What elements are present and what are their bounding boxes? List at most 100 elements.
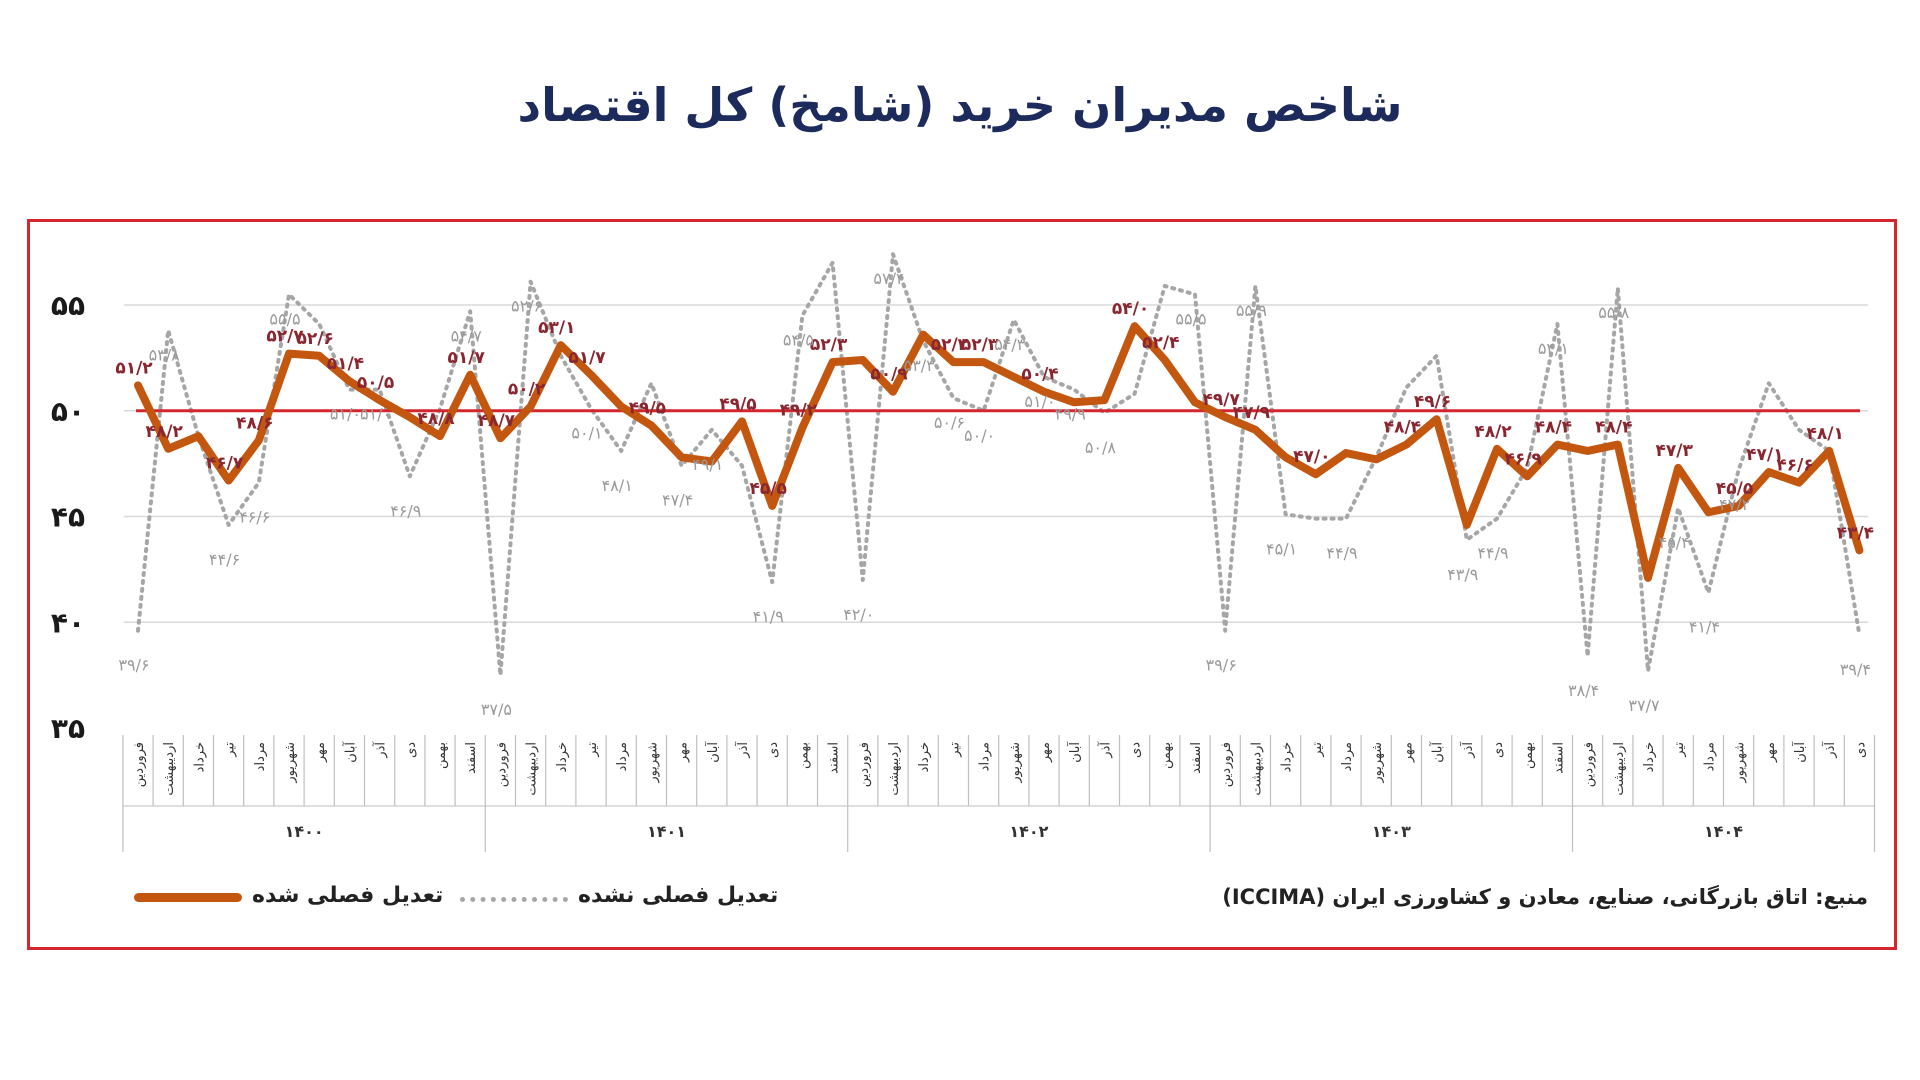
legend-nsa-label: تعدیل فصلی نشده (578, 883, 779, 908)
x-month-label: اسفند (1189, 742, 1204, 774)
x-month-label: مرداد (1702, 742, 1717, 771)
y-tick-label: ۴۵ (51, 501, 85, 534)
x-month-label: آبان (704, 741, 721, 763)
sa-data-label: ۵۲/۳ (810, 335, 848, 355)
sa-data-label: ۴۷/۱ (1746, 445, 1783, 465)
x-year-label: ۱۴۰۰ (285, 822, 324, 841)
nsa-data-label: ۴۴/۹ (1477, 544, 1508, 563)
x-month-label: فروردین (1582, 742, 1597, 787)
x-month-label: آبان (1429, 741, 1446, 763)
data-labels: ۵۱/۲۴۸/۲۴۶/۷۴۸/۶۵۲/۷۵۲/۶۵۱/۴۵۰/۵۴۸/۸۵۱/۷… (115, 269, 1874, 719)
sa-data-label: ۴۸/۴ (1595, 418, 1632, 438)
sa-data-label: ۴۸/۶ (236, 413, 273, 433)
sa-data-label: ۴۷/۳ (1656, 441, 1694, 461)
x-month-label: آذر (734, 741, 751, 759)
x-month-label: تیر (223, 742, 238, 758)
x-month-label: تیر (1672, 742, 1687, 758)
x-month-label: آبان (341, 741, 358, 763)
nsa-data-label: ۵۴/۱ (1538, 339, 1569, 358)
sa-data-label: ۴۷/۹ (1233, 403, 1271, 423)
y-tick-label: ۴۰ (51, 606, 85, 639)
x-month-label: خرداد (1280, 742, 1295, 772)
nsa-data-label: ۵۵/۹ (1236, 301, 1267, 320)
page-title: شاخص مدیران خرید (شامخ) کل اقتصاد (517, 78, 1403, 132)
x-month-label: تیر (585, 742, 600, 758)
x-month-label: خرداد (1642, 742, 1657, 772)
sa-data-label: ۵۰/۵ (357, 373, 394, 393)
x-month-label: بهمن (1521, 742, 1536, 769)
sa-data-label: ۵۲/۴ (1142, 333, 1179, 353)
nsa-data-label: ۴۱/۹ (753, 607, 784, 626)
x-month-label: شهریور (1008, 742, 1023, 784)
nsa-data-label: ۴۶/۹ (390, 501, 421, 520)
nsa-data-label: ۵۴/۷ (451, 326, 483, 345)
x-month-label: فروردین (494, 742, 509, 787)
nsa-series (136, 252, 1862, 678)
nsa-data-label: ۵۰/۱ (571, 424, 602, 443)
nsa-data-label: ۵۲/۶ (511, 297, 542, 316)
x-month-label: فروردین (132, 742, 147, 787)
nsa-data-label: ۴۴/۹ (1326, 544, 1357, 563)
x-month-label: بهمن (434, 742, 449, 769)
sa-data-label: ۵۲/۶ (297, 329, 334, 349)
x-month-label: اردیبهشت (525, 742, 540, 796)
sa-data-label: ۴۷/۰ (1293, 447, 1330, 467)
sa-data-label: ۴۹/۶ (1414, 392, 1451, 412)
x-month-label: فروردین (857, 742, 872, 787)
sa-data-label: ۴۵/۵ (1716, 479, 1753, 499)
x-month-label: اردیبهشت (1249, 742, 1264, 796)
sa-data-label: ۵۱/۷ (568, 348, 606, 368)
x-month-label: خرداد (917, 742, 932, 772)
x-month-label: دی (1491, 742, 1506, 758)
x-month-label: اسفند (464, 742, 479, 774)
nsa-data-label: ۳۷/۷ (1628, 696, 1660, 715)
sa-data-label: ۴۹/۷ (1203, 390, 1241, 410)
x-month-label: مرداد (615, 742, 630, 771)
series-line-sa (134, 322, 1864, 582)
sa-data-label: ۴۶/۶ (1776, 456, 1813, 476)
y-tick-label: ۵۵ (51, 289, 85, 322)
nsa-data-label: ۳۹/۴ (1840, 660, 1871, 679)
x-month-label: دی (404, 742, 419, 758)
y-tick-label: ۵۰ (51, 395, 85, 428)
x-month-label: بهمن (1159, 742, 1174, 769)
nsa-data-label: ۵۴/۳ (994, 335, 1026, 354)
x-month-label: اردیبهشت (1612, 742, 1627, 796)
x-month-label: مرداد (253, 742, 268, 771)
x-month-label: شهریور (1370, 742, 1385, 784)
x-month-label: دی (1853, 742, 1868, 758)
x-month-label: بهمن (796, 742, 811, 769)
nsa-data-label: ۵۷/۴ (873, 269, 904, 288)
sa-data-label: ۴۹/۵ (719, 394, 756, 414)
sa-data-label: ۴۸/۴ (1384, 418, 1421, 438)
nsa-data-label: ۳۷/۵ (481, 700, 512, 719)
x-month-label: دی (766, 742, 781, 758)
nsa-data-label: ۵۱/۰ (360, 405, 391, 424)
nsa-data-label: ۴۲/۰ (843, 605, 874, 624)
x-month-label: مهر (1763, 742, 1778, 763)
legend-sa-swatch (134, 893, 242, 902)
nsa-data-label: ۴۷/۲ (1719, 495, 1750, 514)
nsa-data-label: ۴۳/۹ (1447, 565, 1478, 584)
x-month-label: اردیبهشت (887, 742, 902, 796)
nsa-data-label: ۵۳/۳ (904, 356, 936, 375)
y-tick-labels: ۳۵ ۴۰ ۴۵ ۵۰ ۵۵ (51, 289, 85, 745)
x-month-label: تیر (947, 742, 962, 758)
x-year-label: ۱۴۰۳ (1372, 822, 1411, 841)
sa-data-label: ۴۵/۵ (750, 479, 787, 499)
x-month-label: آذر (1821, 741, 1838, 759)
sa-data-label: ۵۲/۳ (961, 335, 999, 355)
x-year-label: ۱۴۰۲ (1009, 822, 1048, 841)
legend-sa-label: تعدیل فصلی شده (252, 883, 444, 908)
x-month-label: آذر (372, 741, 389, 759)
nsa-data-label: ۴۴/۶ (209, 550, 240, 569)
x-month-label: مرداد (978, 742, 993, 771)
nsa-data-label: ۴۵/۴ (1659, 533, 1690, 552)
x-month-label: خرداد (555, 742, 570, 772)
y-tick-label: ۳۵ (51, 712, 85, 745)
sa-data-label: ۵۲/۳ (931, 335, 969, 355)
nsa-data-label: ۵۳/۸ (149, 345, 181, 364)
x-month-label: اردیبهشت (162, 742, 177, 796)
x-month-label: شهریور (645, 742, 660, 784)
